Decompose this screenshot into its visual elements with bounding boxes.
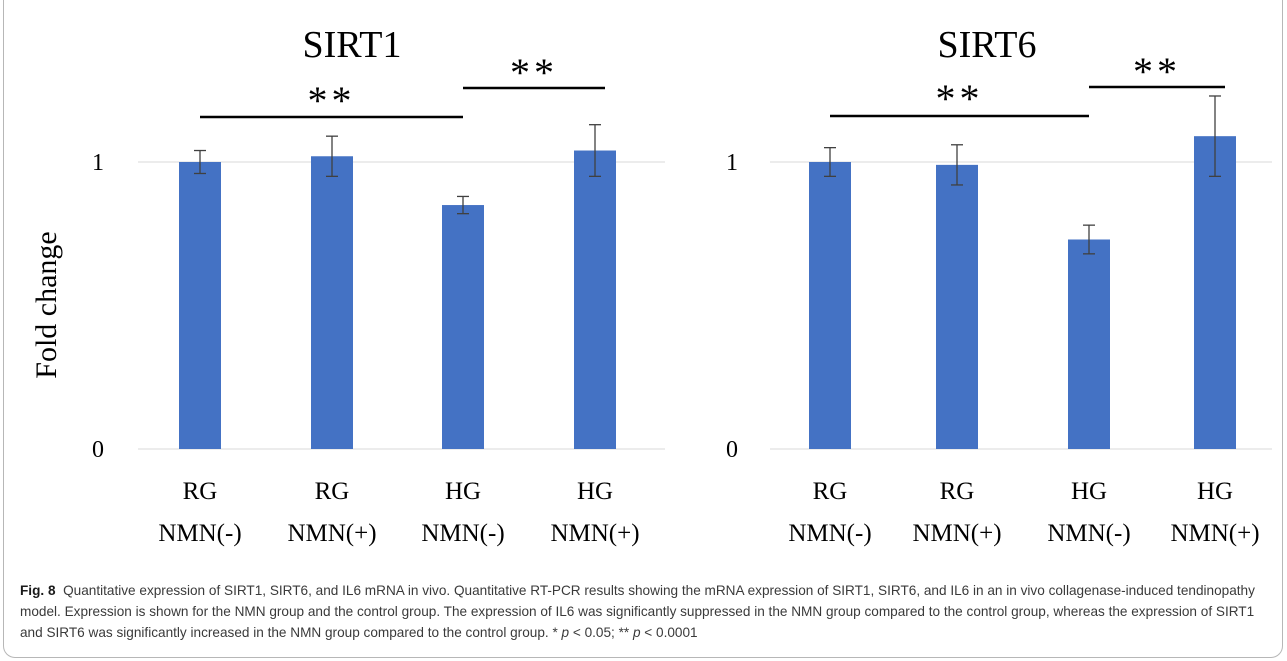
category-label-line2: NMN(+) xyxy=(912,520,1001,547)
category-label-line2: NMN(+) xyxy=(1170,520,1259,547)
significance-stars: ** xyxy=(510,50,558,95)
caption-threshold-2: < 0.0001 xyxy=(640,625,698,640)
category-label-line2: NMN(-) xyxy=(1047,520,1130,547)
y-tick-label: 1 xyxy=(92,150,104,176)
caption-figure-label: Fig. 8 xyxy=(20,583,56,598)
caption-threshold-1: < 0.05; ** xyxy=(569,625,633,640)
bar xyxy=(936,164,978,449)
chart-panel-sirt1: SIRT1 0 1 RG NMN(-) RG NMN(+) HG NMN(-) HG NMN(+) *… xyxy=(92,24,665,547)
category-label-line2: NMN(+) xyxy=(287,520,376,547)
caption-text: Quantitative expression of SIRT1, SIRT6,… xyxy=(20,583,1255,640)
significance-stars: ** xyxy=(1133,49,1181,94)
y-tick-label: 1 xyxy=(726,150,738,176)
bar xyxy=(311,156,353,449)
chart-panel-sirt6: SIRT6 0 1 RG NMN(-) RG NMN(+) HG NMN(-) HG NMN(+) *… xyxy=(726,24,1272,547)
category-label-line1: RG xyxy=(315,478,350,505)
y-tick-label: 0 xyxy=(726,437,738,463)
bar xyxy=(1194,136,1236,450)
significance-stars: ** xyxy=(308,78,356,123)
category-label-line2: NMN(-) xyxy=(158,520,241,547)
bar xyxy=(574,150,616,449)
category-label-line1: RG xyxy=(183,478,218,505)
significance-stars: ** xyxy=(936,76,984,121)
category-label-line2: NMN(-) xyxy=(788,520,871,547)
bar xyxy=(809,162,851,449)
y-axis-label: Fold change xyxy=(30,231,63,378)
chart-title: SIRT6 xyxy=(937,24,1036,66)
category-label-line1: RG xyxy=(813,478,848,505)
caption-p-symbol: p xyxy=(561,625,570,640)
category-label-line1: HG xyxy=(445,478,481,505)
figure-frame xyxy=(3,0,1283,658)
panels: SIRT1 0 1 RG NMN(-) RG NMN(+) HG NMN(-) HG NMN(+) *… xyxy=(92,24,1272,547)
category-label-line1: HG xyxy=(1197,478,1233,505)
figure-caption: Fig. 8 Quantitative expression of SIRT1,… xyxy=(20,580,1275,643)
category-label-line2: NMN(-) xyxy=(421,520,504,547)
category-label-line2: NMN(+) xyxy=(550,520,639,547)
bar xyxy=(179,162,221,449)
figure-svg: SIRT1 0 1 RG NMN(-) RG NMN(+) HG NMN(-) HG NMN(+) *… xyxy=(30,24,1272,547)
category-label-line1: HG xyxy=(577,478,613,505)
bar xyxy=(1068,239,1110,449)
category-label-line1: RG xyxy=(940,478,975,505)
chart-title: SIRT1 xyxy=(302,24,401,66)
y-tick-label: 0 xyxy=(92,437,104,463)
category-label-line1: HG xyxy=(1071,478,1107,505)
caption-p-symbol-2: p xyxy=(632,625,641,640)
bar xyxy=(442,205,484,449)
